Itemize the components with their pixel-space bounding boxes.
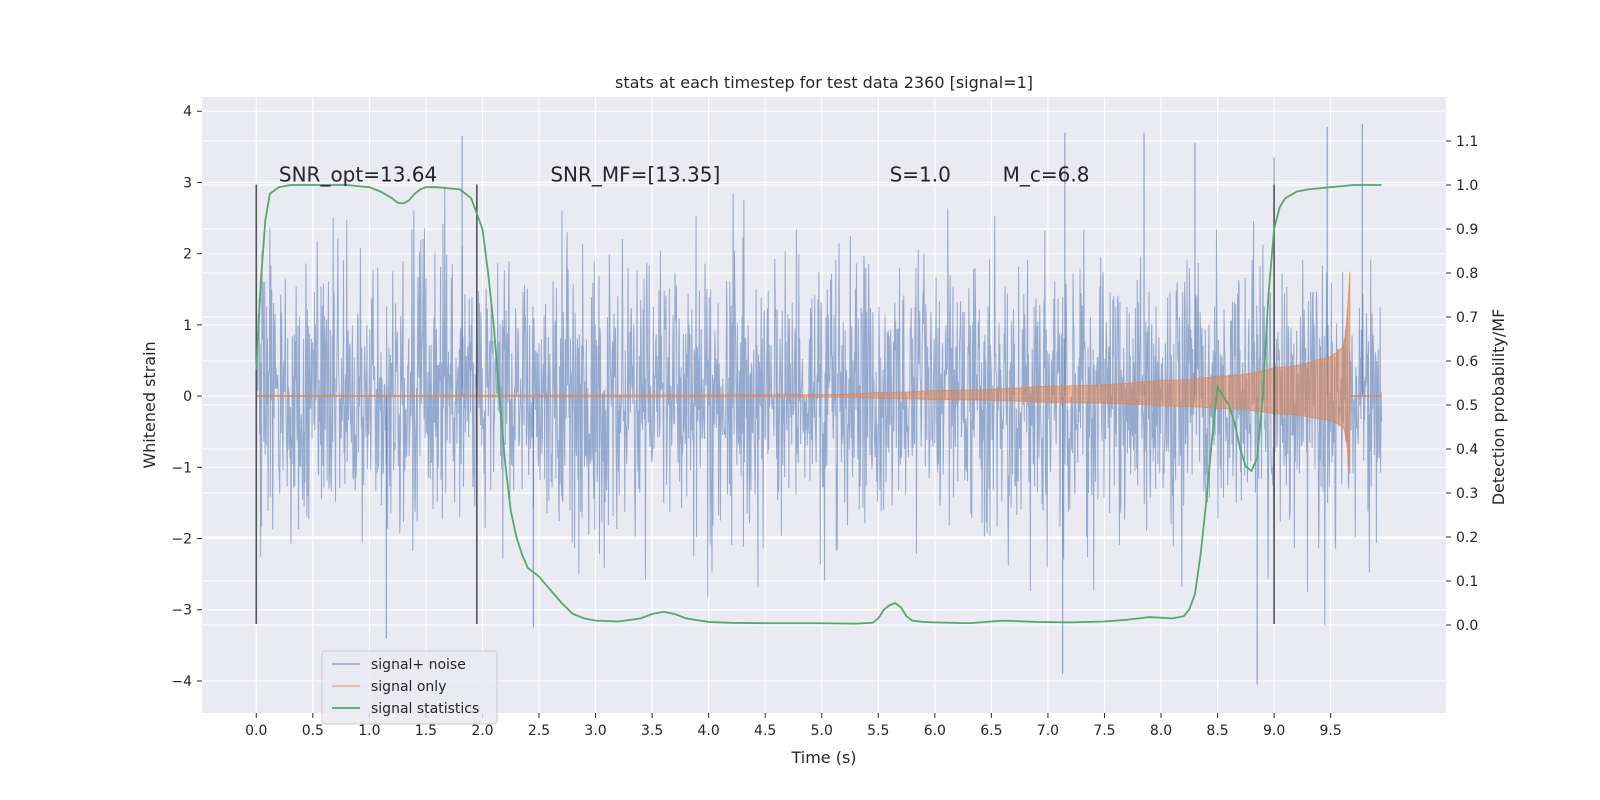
legend: signal+ noise signal only signal statist… <box>321 650 498 725</box>
y-tick-label: 1 <box>183 318 192 334</box>
x-tick-label: 5.0 <box>811 723 833 739</box>
y-axis-ticks: −4 −3 −2 −1 0 1 2 3 4 <box>171 104 202 690</box>
y2-tick-label: 1.0 <box>1456 178 1478 194</box>
x-tick-label: 1.5 <box>415 723 437 739</box>
y2-tick-label: 0.6 <box>1456 354 1478 370</box>
y2-tick-label: 0.5 <box>1456 398 1478 414</box>
x-tick-label: 7.5 <box>1093 723 1115 739</box>
y2-tick-label: 0.2 <box>1456 530 1478 546</box>
x-axis-label: Time (s) <box>790 748 856 767</box>
legend-label-signal-noise: signal+ noise <box>371 657 466 673</box>
x-tick-label: 6.0 <box>924 723 946 739</box>
y-tick-label: 0 <box>183 389 192 405</box>
signal-statistics-series <box>255 184 1382 625</box>
y-tick-label: 4 <box>183 104 192 120</box>
y2-tick-label: 0.9 <box>1456 222 1478 238</box>
x-tick-label: 4.5 <box>754 723 776 739</box>
y-tick-label: −1 <box>171 460 192 476</box>
signal-noise-line <box>255 188 1383 626</box>
x-tick-label: 6.5 <box>980 723 1002 739</box>
legend-label-signal-only: signal only <box>371 679 446 695</box>
y2-axis-label: Detection probability/MF <box>1489 309 1508 506</box>
x-tick-label: 0.5 <box>302 723 324 739</box>
x-tick-label: 5.5 <box>867 723 889 739</box>
x-tick-label: 9.0 <box>1263 723 1285 739</box>
x-tick-label: 8.5 <box>1206 723 1228 739</box>
vertical-markers <box>255 184 1275 624</box>
x-axis-ticks: 0.0 0.5 1.0 1.5 2.0 2.5 3.0 3.5 4.0 4.5 5.0 5.5 6.0 6… <box>245 713 1342 739</box>
y2-tick-label: 0.4 <box>1456 442 1478 458</box>
signal-statistics-line <box>255 184 1382 625</box>
y2-tick-label: 0.3 <box>1456 486 1478 502</box>
y-tick-label: 3 <box>183 175 192 191</box>
y-tick-label: −3 <box>171 603 192 619</box>
annotation-text: SNR_opt=13.64 <box>279 162 437 186</box>
y-tick-label: −4 <box>171 674 192 690</box>
legend-label-signal-statistics: signal statistics <box>371 701 479 717</box>
x-tick-label: 2.0 <box>471 723 493 739</box>
y2-tick-label: 0.7 <box>1456 310 1478 326</box>
annotation-text: SNR_MF=[13.35] <box>550 162 720 186</box>
x-tick-label: 8.0 <box>1150 723 1172 739</box>
x-tick-label: 3.0 <box>584 723 606 739</box>
x-tick-label: 4.0 <box>698 723 720 739</box>
signal-only-band <box>255 271 1351 474</box>
annotation-text: M_c=6.8 <box>1003 162 1090 186</box>
annotations: SNR_opt=13.64 SNR_MF=[13.35] S=1.0 M_c=6.8 <box>279 162 1090 186</box>
chart-title: stats at each timestep for test data 236… <box>615 73 1033 92</box>
legend-box <box>321 650 498 725</box>
x-tick-label: 9.5 <box>1320 723 1342 739</box>
annotation-text: S=1.0 <box>890 162 951 186</box>
y2-tick-label: 1.1 <box>1456 134 1478 150</box>
x-tick-label: 3.5 <box>641 723 663 739</box>
y2-tick-label: 0.8 <box>1456 266 1478 282</box>
y2-tick-label: 0.1 <box>1456 574 1478 590</box>
y2-axis-ticks: 0.0 0.1 0.2 0.3 0.4 0.5 0.6 0.7 0.8 0.9 1.0 1.1 <box>1446 134 1478 634</box>
y-tick-label: −2 <box>171 532 192 548</box>
y2-tick-label: 0.0 <box>1456 618 1478 634</box>
y-tick-label: 2 <box>183 247 192 263</box>
x-tick-label: 7.0 <box>1037 723 1059 739</box>
x-tick-label: 2.5 <box>528 723 550 739</box>
x-tick-label: 0.0 <box>245 723 267 739</box>
x-tick-label: 1.0 <box>358 723 380 739</box>
signal-only-series <box>255 271 1382 474</box>
y-axis-label: Whitened strain <box>140 341 159 468</box>
